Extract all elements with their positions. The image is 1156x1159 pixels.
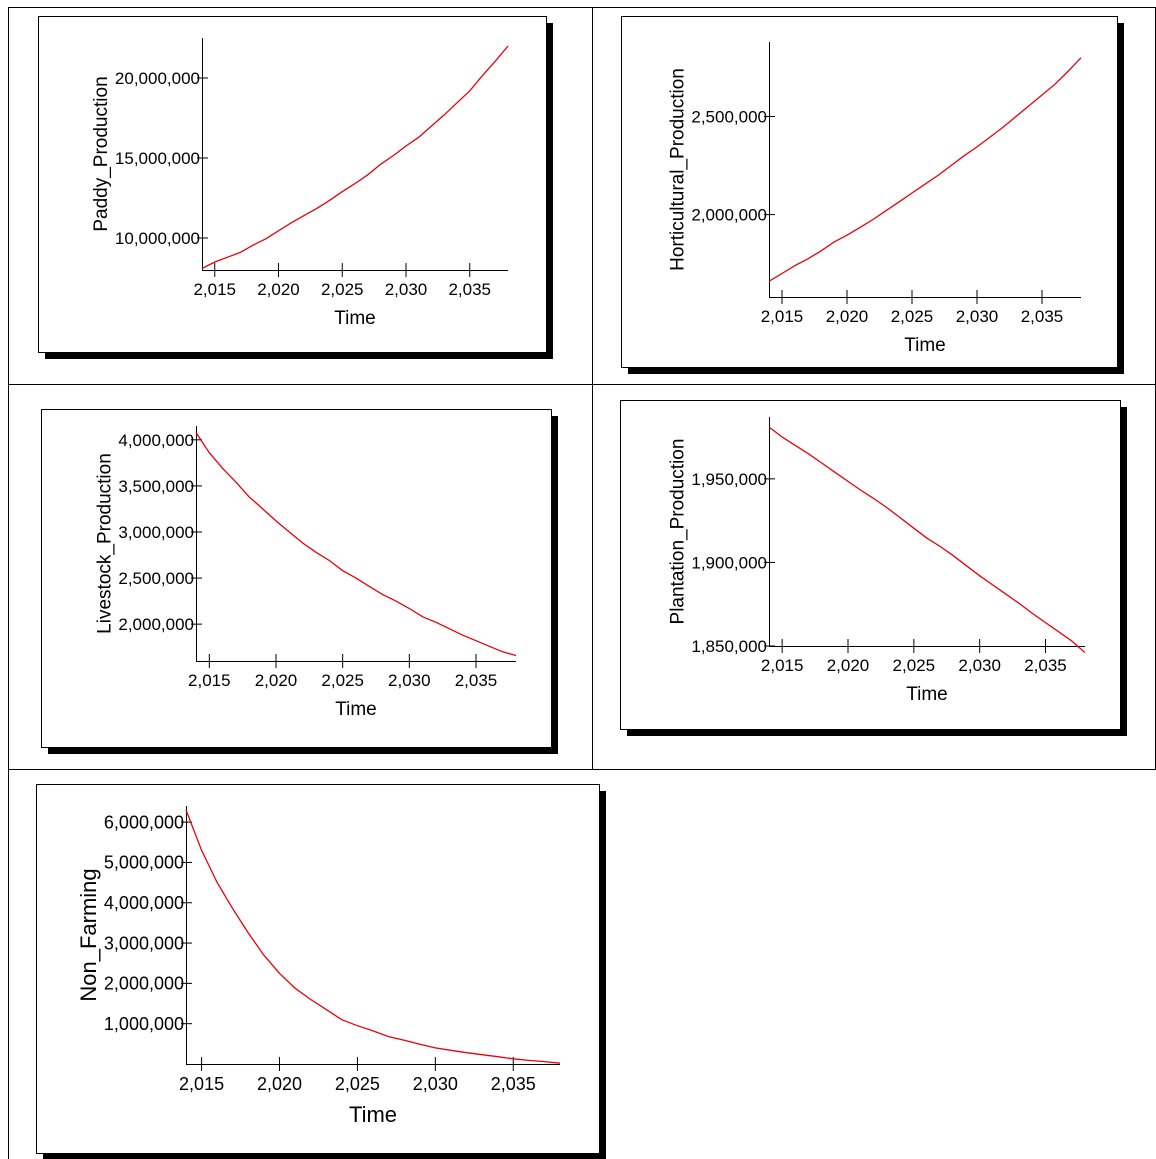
x-tick-label: 2,035 — [1021, 307, 1064, 326]
table-column-divider — [592, 7, 593, 770]
chart-frame — [36, 784, 600, 1154]
x-axis-title: Time — [349, 1102, 397, 1127]
x-tick-label: 2,015 — [179, 1074, 224, 1094]
x-tick-label: 2,035 — [491, 1074, 536, 1094]
chart-frame — [620, 400, 1121, 730]
y-axis-title: Livestock_Production — [94, 453, 115, 634]
series-line — [195, 432, 517, 657]
x-tick-label: 2,035 — [1024, 656, 1067, 675]
table-row-divider-1 — [8, 384, 1156, 385]
x-tick-label: 2,020 — [826, 307, 869, 326]
y-tick-label: 2,500,000 — [691, 107, 767, 126]
y-tick-label: 1,850,000 — [691, 637, 767, 656]
chart-frame — [621, 16, 1118, 368]
x-tick-label: 2,025 — [893, 656, 936, 675]
y-tick-label: 3,000,000 — [104, 933, 184, 953]
x-tick-label: 2,030 — [956, 307, 999, 326]
x-axis-title: Time — [904, 335, 946, 356]
table-row-divider-2 — [8, 769, 1156, 770]
x-axis-title: Time — [335, 699, 377, 720]
x-tick-label: 2,015 — [761, 656, 804, 675]
chart-frame — [38, 16, 547, 353]
y-tick-label: 4,000,000 — [118, 431, 194, 450]
x-tick-label: 2,030 — [385, 280, 428, 299]
x-axis-title: Time — [334, 308, 376, 329]
y-tick-label: 5,000,000 — [104, 853, 184, 873]
x-tick-label: 2,015 — [188, 671, 231, 690]
series-line — [768, 57, 1082, 282]
y-tick-label: 4,000,000 — [104, 893, 184, 913]
y-axis-title: Plantation_Production — [667, 439, 688, 625]
x-tick-label: 2,025 — [891, 307, 934, 326]
x-tick-label: 2,015 — [761, 307, 804, 326]
y-tick-label: 2,000,000 — [104, 974, 184, 994]
y-tick-label: 2,000,000 — [691, 206, 767, 225]
x-tick-label: 2,035 — [448, 280, 491, 299]
y-axis-title: Horticultural_Production — [667, 68, 688, 271]
x-tick-label: 2,025 — [321, 280, 364, 299]
series-line — [768, 426, 1086, 654]
y-tick-label: 10,000,000 — [115, 229, 200, 248]
series-line — [185, 809, 561, 1064]
y-tick-label: 3,500,000 — [118, 477, 194, 496]
y-tick-label: 6,000,000 — [104, 812, 184, 832]
x-tick-label: 2,030 — [388, 671, 431, 690]
y-tick-label: 3,000,000 — [118, 523, 194, 542]
y-axis-title: Paddy_Production — [91, 76, 112, 231]
x-tick-label: 2,025 — [335, 1074, 380, 1094]
chart-frame — [41, 409, 552, 748]
y-tick-label: 2,500,000 — [118, 569, 194, 588]
x-tick-label: 2,020 — [257, 1074, 302, 1094]
y-tick-label: 1,000,000 — [104, 1014, 184, 1034]
y-tick-label: 1,900,000 — [691, 553, 767, 572]
x-axis-title: Time — [906, 684, 948, 705]
table-border-top — [8, 7, 1156, 8]
y-tick-label: 1,950,000 — [691, 470, 767, 489]
table-border-left — [8, 7, 9, 1159]
x-tick-label: 2,015 — [193, 280, 236, 299]
x-tick-label: 2,020 — [257, 280, 300, 299]
x-tick-label: 2,035 — [455, 671, 498, 690]
y-tick-label: 2,000,000 — [118, 615, 194, 634]
x-tick-label: 2,020 — [255, 671, 298, 690]
y-axis-title: Non_Farming — [76, 868, 101, 1001]
x-tick-label: 2,030 — [413, 1074, 458, 1094]
x-tick-label: 2,025 — [321, 671, 364, 690]
x-tick-label: 2,020 — [827, 656, 870, 675]
x-tick-label: 2,030 — [958, 656, 1001, 675]
y-tick-label: 20,000,000 — [115, 69, 200, 88]
series-line — [201, 45, 509, 269]
y-tick-label: 15,000,000 — [115, 149, 200, 168]
